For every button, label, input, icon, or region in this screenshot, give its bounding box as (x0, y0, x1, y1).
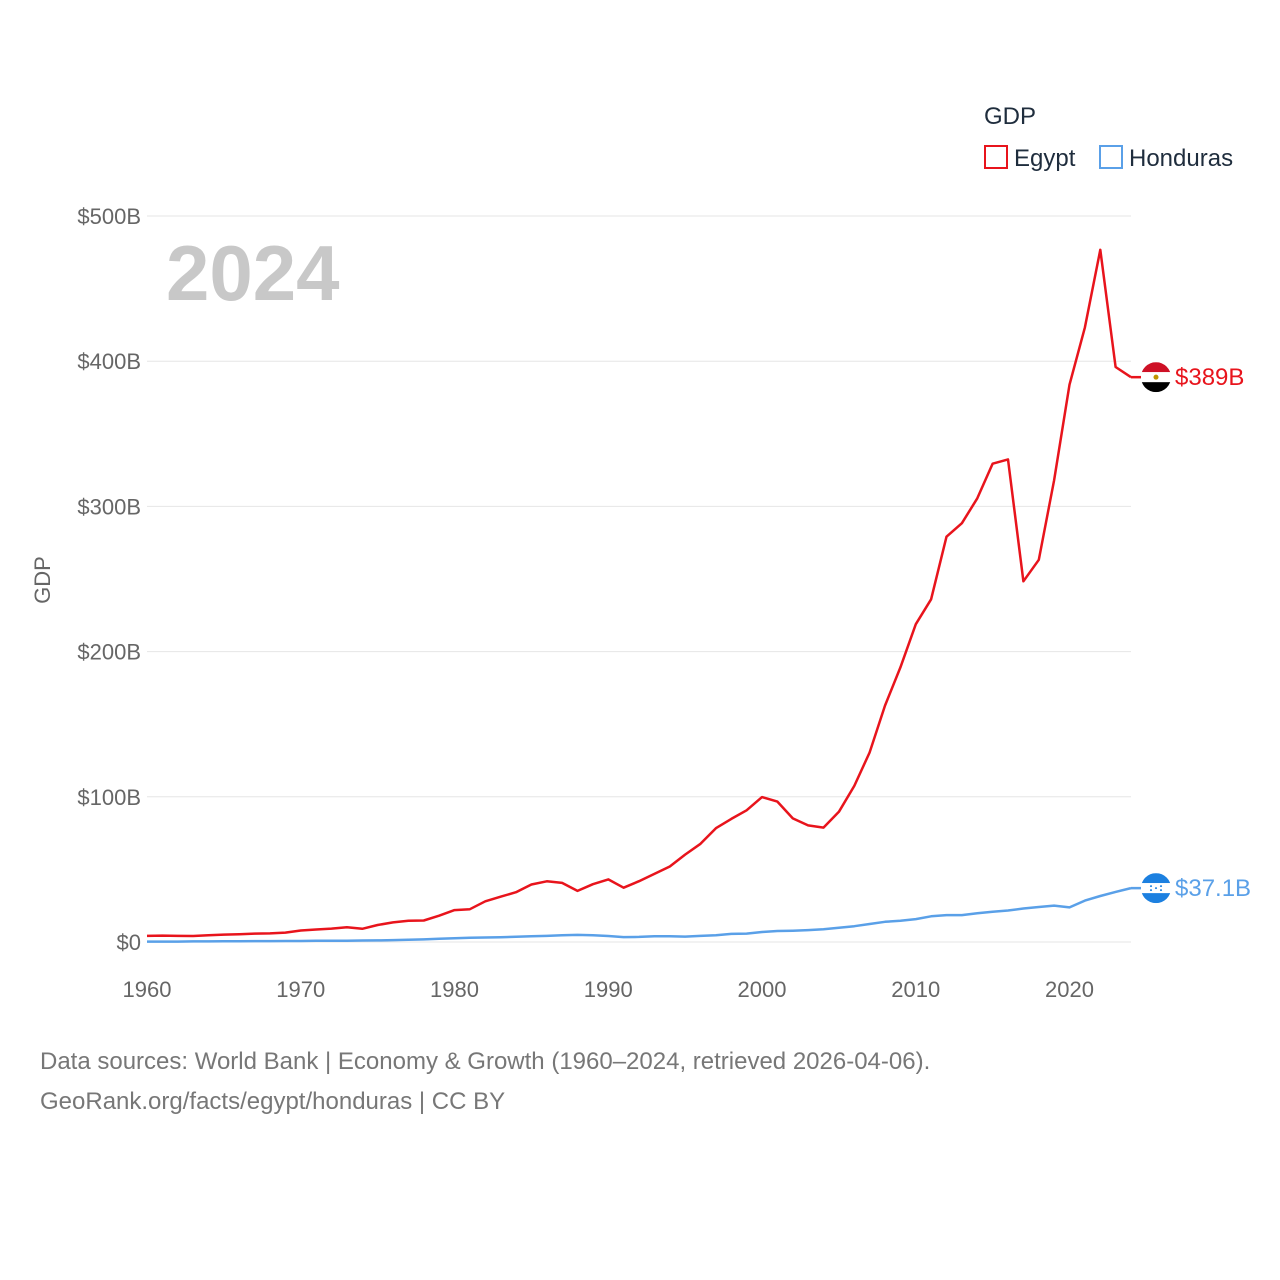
year-label: 2024 (166, 229, 340, 317)
x-tick-label: 2010 (891, 977, 940, 1002)
x-tick-label: 1990 (584, 977, 633, 1002)
legend-title: GDP (984, 103, 1036, 130)
series-layer (146, 248, 1132, 943)
end-value-label-egypt: $389B (1175, 364, 1244, 391)
legend-swatch-egypt (984, 145, 1008, 169)
y-axis: $0 $100B $200B $300B $400B $500B (77, 204, 141, 955)
y-tick-label: $400B (77, 349, 141, 374)
legend-label-honduras: Honduras (1129, 145, 1233, 172)
gdp-line-chart: $0 $100B $200B $300B $400B $500B 1960 1970 1980… (30, 103, 1251, 1002)
legend-item-honduras[interactable]: Honduras (1099, 145, 1233, 172)
y-tick-label: $0 (117, 930, 141, 955)
x-axis: 1960 1970 1980 1990 2000 2010 2020 (123, 977, 1094, 1002)
x-tick-label: 2020 (1045, 977, 1094, 1002)
y-tick-label: $300B (77, 494, 141, 519)
footer: Data sources: World Bank | Economy & Gro… (40, 1042, 930, 1122)
y-tick-label: $100B (77, 785, 141, 810)
honduras-flag-icon (1141, 873, 1171, 904)
y-tick-label: $500B (77, 204, 141, 229)
end-value-label-honduras: $37.1B (1175, 875, 1251, 902)
legend-label-egypt: Egypt (1014, 145, 1076, 172)
x-tick-label: 1980 (430, 977, 479, 1002)
footer-sources: Data sources: World Bank | Economy & Gro… (40, 1048, 931, 1075)
end-markers: $389B $37.1B (1131, 362, 1251, 904)
y-axis-title: GDP (30, 556, 55, 604)
series-line-egypt[interactable] (146, 248, 1132, 938)
egypt-flag-icon (1141, 362, 1171, 393)
footer-credit: GeoRank.org/facts/egypt/honduras | CC BY (40, 1088, 506, 1115)
x-tick-label: 2000 (738, 977, 787, 1002)
y-tick-label: $200B (77, 640, 141, 665)
legend-swatch-honduras (1099, 145, 1123, 169)
x-tick-label: 1970 (276, 977, 325, 1002)
gridlines (147, 215, 1131, 943)
legend-item-egypt[interactable]: Egypt (984, 145, 1076, 172)
series-line-honduras[interactable] (147, 886, 1132, 943)
legend: GDP Egypt Honduras (984, 103, 1233, 172)
x-tick-label: 1960 (123, 977, 172, 1002)
